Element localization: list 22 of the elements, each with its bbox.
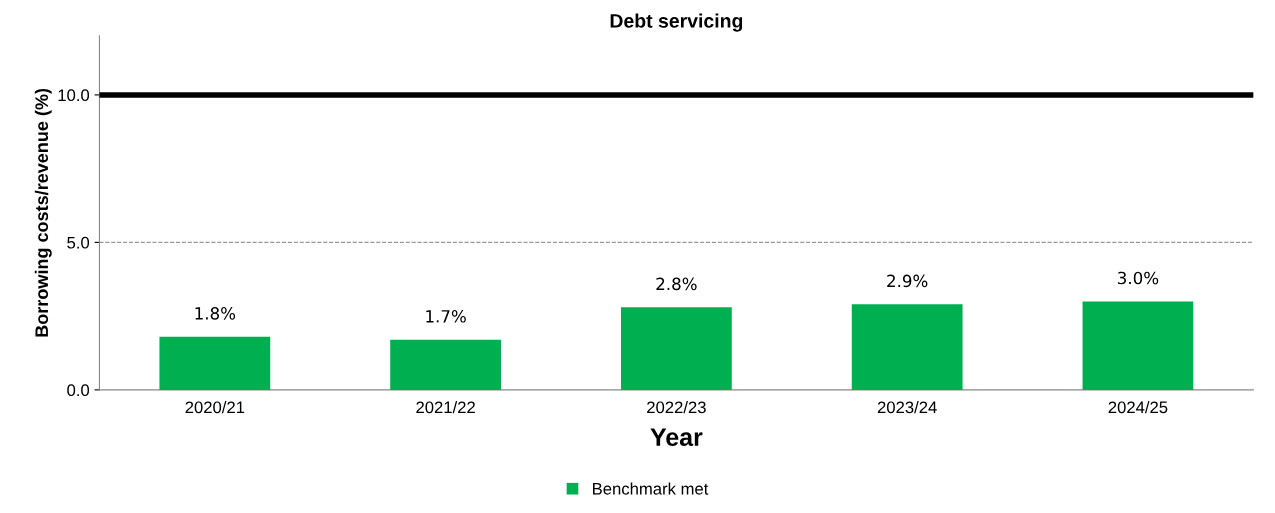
legend-label: Benchmark met (593, 482, 709, 495)
bar (390, 339, 501, 390)
x-tick-label: 2024/25 (1108, 400, 1168, 414)
x-tick-label: 2022/23 (647, 400, 706, 414)
bar (851, 304, 963, 390)
x-tick-label: 2021/22 (416, 400, 475, 414)
y-axis-title: Borrowing costs/revenue (%) (34, 88, 52, 337)
data-label: 2.9% (887, 274, 928, 288)
x-tick-label: 2023/24 (877, 400, 937, 414)
bar (1082, 301, 1194, 390)
x-tick-label: 2020/21 (185, 400, 245, 414)
chart-title: Debt servicing (610, 13, 743, 32)
bar (621, 307, 732, 390)
y-tick-label: 5.0 (67, 236, 90, 249)
data-label: 1.7% (426, 310, 466, 323)
y-tick-label: 10.0 (58, 89, 90, 102)
data-label: 3.0% (1118, 271, 1159, 285)
data-label: 2.8% (656, 277, 697, 291)
y-tick-label: 0.0 (67, 384, 90, 397)
x-axis-title: Year (650, 428, 703, 446)
bar (159, 336, 271, 390)
data-label: 1.8% (195, 307, 236, 320)
